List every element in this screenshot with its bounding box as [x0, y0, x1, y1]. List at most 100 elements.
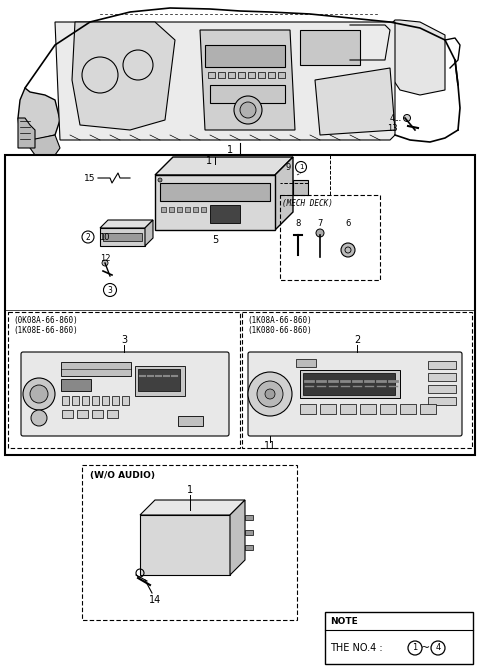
Bar	[296, 359, 316, 367]
Bar	[103, 233, 142, 241]
Bar	[23, 354, 227, 434]
Circle shape	[102, 260, 108, 266]
Bar	[325, 612, 473, 664]
Bar	[61, 379, 91, 391]
Bar	[77, 410, 88, 418]
Bar	[5, 155, 475, 455]
Bar	[185, 207, 190, 212]
Circle shape	[257, 381, 283, 407]
Text: 2: 2	[354, 335, 360, 345]
Bar	[138, 369, 180, 391]
Text: 15: 15	[84, 174, 95, 182]
Bar	[61, 362, 131, 376]
Polygon shape	[390, 20, 445, 95]
Text: 6: 6	[345, 218, 351, 228]
Text: 2: 2	[85, 232, 90, 241]
Bar	[258, 72, 265, 78]
Text: 1: 1	[299, 164, 303, 170]
Circle shape	[158, 178, 162, 182]
Bar	[102, 396, 109, 405]
Polygon shape	[18, 118, 35, 148]
Bar	[278, 72, 285, 78]
Bar	[428, 373, 456, 381]
Bar	[268, 72, 275, 78]
Text: 12: 12	[100, 253, 110, 263]
Text: 1: 1	[412, 643, 418, 653]
Bar	[428, 385, 456, 393]
Bar	[62, 396, 69, 405]
Bar	[210, 205, 240, 223]
Bar	[320, 404, 336, 414]
Polygon shape	[72, 22, 175, 130]
Bar	[280, 195, 380, 280]
Bar	[8, 312, 240, 448]
Bar	[300, 30, 360, 65]
Bar	[245, 515, 253, 520]
Text: NOTE: NOTE	[330, 616, 358, 626]
Bar	[300, 370, 400, 398]
Bar	[303, 373, 395, 395]
Bar	[420, 404, 436, 414]
Polygon shape	[55, 22, 395, 140]
Bar	[201, 207, 206, 212]
Text: 1: 1	[187, 485, 193, 495]
Polygon shape	[145, 220, 153, 246]
Bar	[238, 72, 245, 78]
Text: 5: 5	[212, 235, 218, 245]
Bar	[205, 45, 285, 67]
Bar	[82, 465, 297, 620]
Bar	[161, 207, 166, 212]
Text: 7: 7	[317, 218, 323, 228]
Bar	[62, 410, 73, 418]
Bar	[92, 396, 99, 405]
Bar	[155, 175, 275, 230]
Polygon shape	[155, 157, 293, 175]
Bar	[210, 85, 285, 103]
Text: 10: 10	[99, 232, 109, 241]
Text: 3: 3	[121, 335, 127, 345]
Bar	[218, 72, 225, 78]
Bar	[228, 72, 235, 78]
Text: (1K08A-66-860): (1K08A-66-860)	[247, 316, 312, 324]
Bar	[428, 361, 456, 369]
Bar	[193, 207, 198, 212]
Bar	[112, 396, 119, 405]
Circle shape	[316, 229, 324, 237]
Text: 8: 8	[295, 218, 300, 228]
Bar	[248, 72, 255, 78]
Text: (W/O AUDIO): (W/O AUDIO)	[90, 470, 155, 480]
Bar	[100, 228, 145, 246]
Circle shape	[30, 385, 48, 403]
Circle shape	[23, 378, 55, 410]
Bar	[82, 396, 89, 405]
Text: (0K08A-66-860): (0K08A-66-860)	[13, 316, 78, 324]
Bar	[135, 366, 185, 396]
Text: 13: 13	[387, 123, 397, 133]
Bar	[72, 396, 79, 405]
Bar	[122, 396, 129, 405]
Bar	[340, 404, 356, 414]
Bar	[245, 530, 253, 535]
Bar	[400, 404, 416, 414]
Bar	[208, 72, 215, 78]
Bar	[160, 183, 270, 201]
Bar	[178, 416, 203, 426]
Bar	[92, 410, 103, 418]
Text: 1: 1	[227, 145, 233, 155]
Bar	[245, 545, 253, 550]
Circle shape	[341, 243, 355, 257]
Bar	[300, 404, 316, 414]
Text: 4: 4	[389, 113, 395, 123]
Polygon shape	[100, 220, 153, 228]
Text: 4: 4	[435, 643, 441, 653]
Polygon shape	[140, 500, 245, 515]
Polygon shape	[18, 88, 60, 140]
FancyBboxPatch shape	[21, 352, 229, 436]
Bar	[140, 515, 230, 575]
Polygon shape	[200, 30, 295, 130]
Text: THE NO.4 :: THE NO.4 :	[330, 643, 383, 653]
FancyBboxPatch shape	[248, 352, 462, 436]
Circle shape	[248, 372, 292, 416]
Bar	[428, 397, 456, 405]
Text: ~: ~	[420, 643, 430, 653]
